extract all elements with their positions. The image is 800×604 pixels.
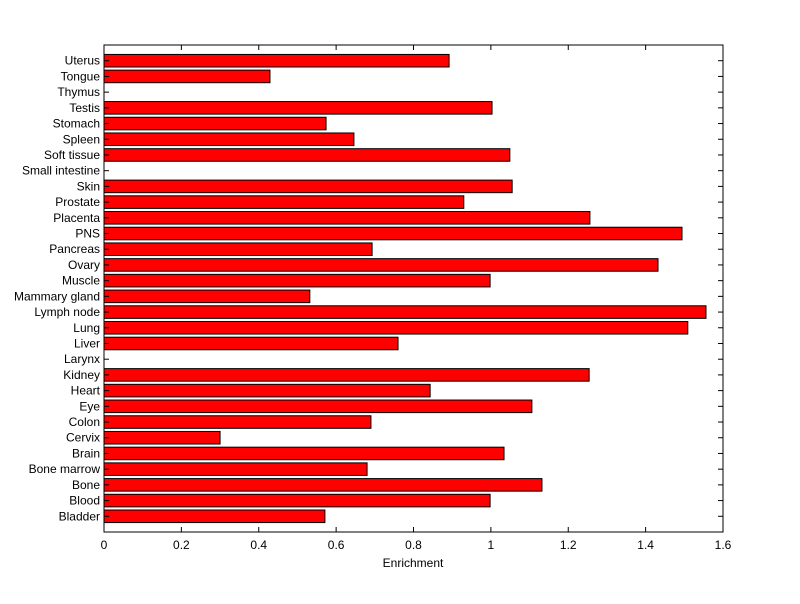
- y-tick-label: Liver: [74, 336, 100, 350]
- bar-prostate: [103, 195, 465, 209]
- y-tick-label: Lymph node: [34, 305, 100, 319]
- bar-brain: [103, 446, 505, 461]
- bar-testis: [103, 101, 493, 115]
- bar-eye: [103, 399, 533, 414]
- y-tick-label: Larynx: [64, 352, 100, 366]
- bar-skin: [103, 179, 513, 194]
- x-tick-label: 1.2: [560, 538, 577, 552]
- bar-ovary: [103, 258, 659, 272]
- y-tick-label: Blood: [69, 494, 100, 508]
- y-tick-label: Soft tissue: [44, 148, 100, 162]
- y-tick-label: Spleen: [63, 132, 100, 146]
- bar-bone-marrow: [103, 462, 368, 476]
- y-tick-label: Skin: [77, 179, 100, 193]
- bar-pancreas: [103, 242, 373, 257]
- x-tick-label: 0.6: [328, 538, 345, 552]
- bar-heart: [103, 383, 431, 398]
- y-tick-label: Bone: [72, 478, 100, 492]
- y-tick-label: Bladder: [59, 509, 100, 523]
- y-tick-label: Mammary gland: [14, 289, 100, 303]
- y-tick-label: Stomach: [53, 117, 100, 131]
- bar-cervix: [103, 430, 221, 445]
- bar-muscle: [103, 273, 491, 288]
- bar-pns: [103, 226, 683, 241]
- x-tick-label: 0.8: [405, 538, 422, 552]
- bar-blood: [103, 493, 491, 508]
- y-tick-label: Placenta: [53, 211, 100, 225]
- y-tick-label: Testis: [69, 101, 100, 115]
- bar-mammary-gland: [103, 289, 311, 304]
- y-tick-label: Colon: [69, 415, 100, 429]
- y-tick-label: Tongue: [61, 69, 101, 83]
- x-axis-label: Enrichment: [383, 556, 444, 570]
- y-tick-label: PNS: [75, 227, 100, 241]
- y-tick-label: Ovary: [68, 258, 100, 272]
- plot-frame: [103, 44, 724, 533]
- bar-bladder: [103, 509, 326, 524]
- y-tick-label: Cervix: [66, 431, 100, 445]
- bar-liver: [103, 336, 399, 351]
- bar-kidney: [103, 368, 590, 382]
- bar-colon: [103, 415, 372, 429]
- bar-stomach: [103, 116, 327, 131]
- y-tick-label: Prostate: [55, 195, 100, 209]
- x-tick-label: 0.4: [250, 538, 267, 552]
- x-tick-label: 0.2: [173, 538, 190, 552]
- bar-bone: [103, 478, 543, 492]
- bar-spleen: [103, 132, 355, 147]
- y-tick-label: Bone marrow: [29, 462, 101, 476]
- y-tick-label: Eye: [79, 399, 100, 413]
- bar-uterus: [103, 53, 450, 68]
- y-tick-label: Kidney: [63, 368, 100, 382]
- bar-placenta: [103, 211, 591, 225]
- y-tick-label: Brain: [72, 446, 100, 460]
- x-tick-label: 1: [488, 538, 495, 552]
- y-tick-label: Muscle: [62, 274, 100, 288]
- y-tick-label: Small intestine: [22, 164, 100, 178]
- x-tick-label: 0: [101, 538, 108, 552]
- x-tick-label: 1.4: [637, 538, 654, 552]
- x-tick-label: 1.6: [715, 538, 732, 552]
- y-tick-label: Pancreas: [49, 242, 100, 256]
- bar-lung: [103, 320, 689, 335]
- y-tick-label: Lung: [73, 321, 100, 335]
- bar-lymph-node: [103, 305, 707, 319]
- y-tick-label: Thymus: [57, 85, 100, 99]
- y-tick-label: Heart: [71, 384, 101, 398]
- bar-soft-tissue: [103, 148, 511, 162]
- y-tick-label: Uterus: [65, 54, 100, 68]
- bar-tongue: [103, 69, 271, 84]
